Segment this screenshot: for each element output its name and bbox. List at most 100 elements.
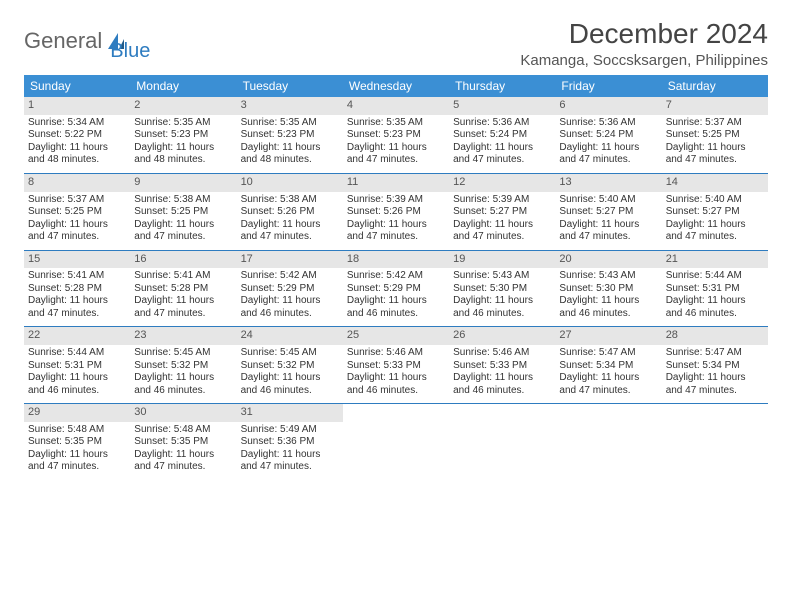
calendar-day-cell: 18Sunrise: 5:42 AMSunset: 5:29 PMDayligh… bbox=[343, 250, 449, 327]
sunset-line: Sunset: 5:25 PM bbox=[28, 206, 126, 219]
calendar-day-cell: 9Sunrise: 5:38 AMSunset: 5:25 PMDaylight… bbox=[130, 173, 236, 250]
calendar-day-cell bbox=[343, 404, 449, 480]
sunrise-line: Sunrise: 5:35 AM bbox=[241, 117, 339, 130]
day-number: 24 bbox=[237, 327, 343, 345]
sunrise-line: Sunrise: 5:36 AM bbox=[453, 117, 551, 130]
sunset-line: Sunset: 5:25 PM bbox=[666, 129, 764, 142]
weekday-header: Tuesday bbox=[237, 75, 343, 97]
calendar-week-row: 22Sunrise: 5:44 AMSunset: 5:31 PMDayligh… bbox=[24, 327, 768, 404]
day-number: 16 bbox=[130, 251, 236, 269]
calendar-day-cell: 15Sunrise: 5:41 AMSunset: 5:28 PMDayligh… bbox=[24, 250, 130, 327]
sunrise-line: Sunrise: 5:38 AM bbox=[134, 194, 232, 207]
daylight-line: Daylight: 11 hours and 47 minutes. bbox=[134, 295, 232, 320]
sunrise-line: Sunrise: 5:37 AM bbox=[28, 194, 126, 207]
daylight-line: Daylight: 11 hours and 47 minutes. bbox=[559, 219, 657, 244]
sunset-line: Sunset: 5:29 PM bbox=[241, 283, 339, 296]
calendar-week-row: 8Sunrise: 5:37 AMSunset: 5:25 PMDaylight… bbox=[24, 173, 768, 250]
day-number: 29 bbox=[24, 404, 130, 422]
sunset-line: Sunset: 5:25 PM bbox=[134, 206, 232, 219]
sunrise-line: Sunrise: 5:47 AM bbox=[559, 347, 657, 360]
daylight-line: Daylight: 11 hours and 47 minutes. bbox=[241, 219, 339, 244]
calendar-day-cell: 11Sunrise: 5:39 AMSunset: 5:26 PMDayligh… bbox=[343, 173, 449, 250]
sunset-line: Sunset: 5:34 PM bbox=[666, 360, 764, 373]
calendar-day-cell: 5Sunrise: 5:36 AMSunset: 5:24 PMDaylight… bbox=[449, 97, 555, 173]
day-number: 22 bbox=[24, 327, 130, 345]
calendar-day-cell: 10Sunrise: 5:38 AMSunset: 5:26 PMDayligh… bbox=[237, 173, 343, 250]
day-number: 3 bbox=[237, 97, 343, 115]
daylight-line: Daylight: 11 hours and 47 minutes. bbox=[559, 372, 657, 397]
sunrise-line: Sunrise: 5:48 AM bbox=[28, 424, 126, 437]
daylight-line: Daylight: 11 hours and 46 minutes. bbox=[28, 372, 126, 397]
sunrise-line: Sunrise: 5:43 AM bbox=[559, 270, 657, 283]
sunset-line: Sunset: 5:31 PM bbox=[666, 283, 764, 296]
month-title: December 2024 bbox=[520, 18, 768, 50]
sunset-line: Sunset: 5:30 PM bbox=[453, 283, 551, 296]
sunrise-line: Sunrise: 5:43 AM bbox=[453, 270, 551, 283]
daylight-line: Daylight: 11 hours and 48 minutes. bbox=[28, 142, 126, 167]
calendar-table: SundayMondayTuesdayWednesdayThursdayFrid… bbox=[24, 75, 768, 480]
daylight-line: Daylight: 11 hours and 47 minutes. bbox=[28, 295, 126, 320]
daylight-line: Daylight: 11 hours and 47 minutes. bbox=[666, 219, 764, 244]
sunset-line: Sunset: 5:27 PM bbox=[666, 206, 764, 219]
sunset-line: Sunset: 5:23 PM bbox=[241, 129, 339, 142]
day-number: 6 bbox=[555, 97, 661, 115]
sunrise-line: Sunrise: 5:45 AM bbox=[241, 347, 339, 360]
sunset-line: Sunset: 5:26 PM bbox=[241, 206, 339, 219]
sunset-line: Sunset: 5:30 PM bbox=[559, 283, 657, 296]
sunset-line: Sunset: 5:35 PM bbox=[134, 436, 232, 449]
day-number: 9 bbox=[130, 174, 236, 192]
sunset-line: Sunset: 5:24 PM bbox=[453, 129, 551, 142]
weekday-header: Wednesday bbox=[343, 75, 449, 97]
day-number: 4 bbox=[343, 97, 449, 115]
sunrise-line: Sunrise: 5:44 AM bbox=[28, 347, 126, 360]
calendar-day-cell: 3 Sunrise: 5:35 AMSunset: 5:23 PMDaylight… bbox=[237, 97, 343, 173]
day-number: 8 bbox=[24, 174, 130, 192]
daylight-line: Daylight: 11 hours and 46 minutes. bbox=[347, 295, 445, 320]
daylight-line: Daylight: 11 hours and 47 minutes. bbox=[28, 219, 126, 244]
daylight-line: Daylight: 11 hours and 47 minutes. bbox=[347, 219, 445, 244]
sunset-line: Sunset: 5:24 PM bbox=[559, 129, 657, 142]
calendar-day-cell: 16Sunrise: 5:41 AMSunset: 5:28 PMDayligh… bbox=[130, 250, 236, 327]
calendar-week-row: 29Sunrise: 5:48 AMSunset: 5:35 PMDayligh… bbox=[24, 404, 768, 480]
calendar-day-cell: 23Sunrise: 5:45 AMSunset: 5:32 PMDayligh… bbox=[130, 327, 236, 404]
day-number: 25 bbox=[343, 327, 449, 345]
sunrise-line: Sunrise: 5:38 AM bbox=[241, 194, 339, 207]
calendar-week-row: 15Sunrise: 5:41 AMSunset: 5:28 PMDayligh… bbox=[24, 250, 768, 327]
sunset-line: Sunset: 5:23 PM bbox=[134, 129, 232, 142]
daylight-line: Daylight: 11 hours and 46 minutes. bbox=[134, 372, 232, 397]
sunrise-line: Sunrise: 5:41 AM bbox=[134, 270, 232, 283]
sunset-line: Sunset: 5:36 PM bbox=[241, 436, 339, 449]
daylight-line: Daylight: 11 hours and 48 minutes. bbox=[241, 142, 339, 167]
sunrise-line: Sunrise: 5:47 AM bbox=[666, 347, 764, 360]
calendar-day-cell: 25Sunrise: 5:46 AMSunset: 5:33 PMDayligh… bbox=[343, 327, 449, 404]
calendar-day-cell: 21Sunrise: 5:44 AMSunset: 5:31 PMDayligh… bbox=[662, 250, 768, 327]
logo: General Blue bbox=[24, 18, 150, 63]
calendar-day-cell: 8 Sunrise: 5:37 AMSunset: 5:25 PMDaylight… bbox=[24, 173, 130, 250]
title-block: December 2024 Kamanga, Soccsksargen, Phi… bbox=[520, 18, 768, 69]
daylight-line: Daylight: 11 hours and 47 minutes. bbox=[347, 142, 445, 167]
sunrise-line: Sunrise: 5:42 AM bbox=[241, 270, 339, 283]
daylight-line: Daylight: 11 hours and 47 minutes. bbox=[666, 142, 764, 167]
sunrise-line: Sunrise: 5:42 AM bbox=[347, 270, 445, 283]
calendar-day-cell: 7Sunrise: 5:37 AMSunset: 5:25 PMDaylight… bbox=[662, 97, 768, 173]
sunset-line: Sunset: 5:32 PM bbox=[134, 360, 232, 373]
daylight-line: Daylight: 11 hours and 46 minutes. bbox=[559, 295, 657, 320]
daylight-line: Daylight: 11 hours and 46 minutes. bbox=[241, 295, 339, 320]
daylight-line: Daylight: 11 hours and 47 minutes. bbox=[453, 219, 551, 244]
calendar-day-cell: 19Sunrise: 5:43 AMSunset: 5:30 PMDayligh… bbox=[449, 250, 555, 327]
sunset-line: Sunset: 5:26 PM bbox=[347, 206, 445, 219]
sunrise-line: Sunrise: 5:41 AM bbox=[28, 270, 126, 283]
day-number: 5 bbox=[449, 97, 555, 115]
header: General Blue December 2024 Kamanga, Socc… bbox=[24, 18, 768, 69]
daylight-line: Daylight: 11 hours and 47 minutes. bbox=[666, 372, 764, 397]
calendar-day-cell: 2Sunrise: 5:35 AMSunset: 5:23 PMDaylight… bbox=[130, 97, 236, 173]
sunset-line: Sunset: 5:27 PM bbox=[559, 206, 657, 219]
calendar-day-cell: 1Sunrise: 5:34 AMSunset: 5:22 PMDaylight… bbox=[24, 97, 130, 173]
day-number: 20 bbox=[555, 251, 661, 269]
sunset-line: Sunset: 5:32 PM bbox=[241, 360, 339, 373]
day-number: 30 bbox=[130, 404, 236, 422]
sunrise-line: Sunrise: 5:45 AM bbox=[134, 347, 232, 360]
sunrise-line: Sunrise: 5:35 AM bbox=[134, 117, 232, 130]
calendar-day-cell: 6Sunrise: 5:36 AMSunset: 5:24 PMDaylight… bbox=[555, 97, 661, 173]
day-number: 12 bbox=[449, 174, 555, 192]
